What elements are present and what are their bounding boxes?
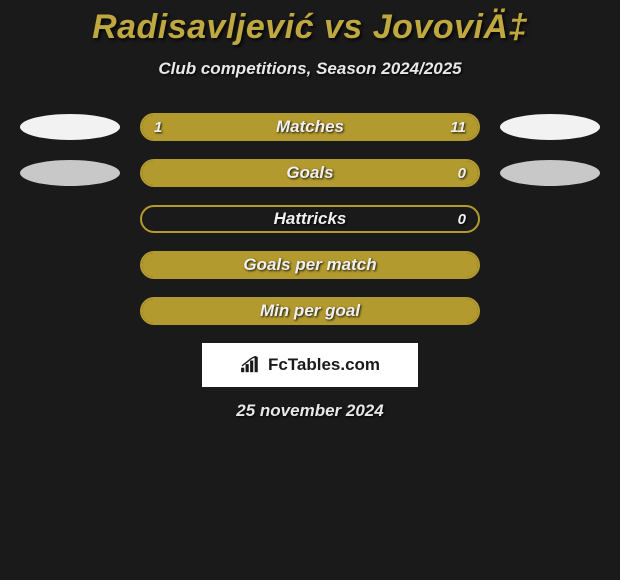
stat-label: Goals — [142, 161, 478, 185]
subtitle: Club competitions, Season 2024/2025 — [0, 59, 620, 79]
stat-row: Goals0 — [0, 159, 620, 187]
right-ellipse — [500, 206, 600, 232]
bar-chart-icon — [240, 356, 262, 374]
left-ellipse — [20, 298, 120, 324]
stat-bar: Min per goal — [140, 297, 480, 325]
stat-value-right: 0 — [458, 161, 466, 185]
left-ellipse — [20, 160, 120, 186]
stat-row: Hattricks0 — [0, 205, 620, 233]
stat-bar: Goals0 — [140, 159, 480, 187]
comparison-widget: Radisavljević vs JovoviÄ‡ Club competiti… — [0, 0, 620, 421]
stat-label: Matches — [142, 115, 478, 139]
stat-bar: Hattricks0 — [140, 205, 480, 233]
date-line: 25 november 2024 — [0, 401, 620, 421]
right-ellipse — [500, 298, 600, 324]
stat-bar: Matches111 — [140, 113, 480, 141]
brand-text: FcTables.com — [268, 355, 380, 375]
stat-label: Min per goal — [142, 299, 478, 323]
stat-label: Hattricks — [142, 207, 478, 231]
stat-bar: Goals per match — [140, 251, 480, 279]
stat-row: Matches111 — [0, 113, 620, 141]
page-title: Radisavljević vs JovoviÄ‡ — [0, 8, 620, 47]
right-ellipse — [500, 252, 600, 278]
stat-row: Min per goal — [0, 297, 620, 325]
stat-value-right: 11 — [450, 115, 466, 139]
right-ellipse — [500, 160, 600, 186]
stat-value-right: 0 — [458, 207, 466, 231]
left-ellipse — [20, 114, 120, 140]
brand-box[interactable]: FcTables.com — [202, 343, 418, 387]
left-ellipse — [20, 252, 120, 278]
stat-value-left: 1 — [154, 115, 162, 139]
stat-label: Goals per match — [142, 253, 478, 277]
stat-rows: Matches111Goals0Hattricks0Goals per matc… — [0, 113, 620, 325]
left-ellipse — [20, 206, 120, 232]
stat-row: Goals per match — [0, 251, 620, 279]
right-ellipse — [500, 114, 600, 140]
